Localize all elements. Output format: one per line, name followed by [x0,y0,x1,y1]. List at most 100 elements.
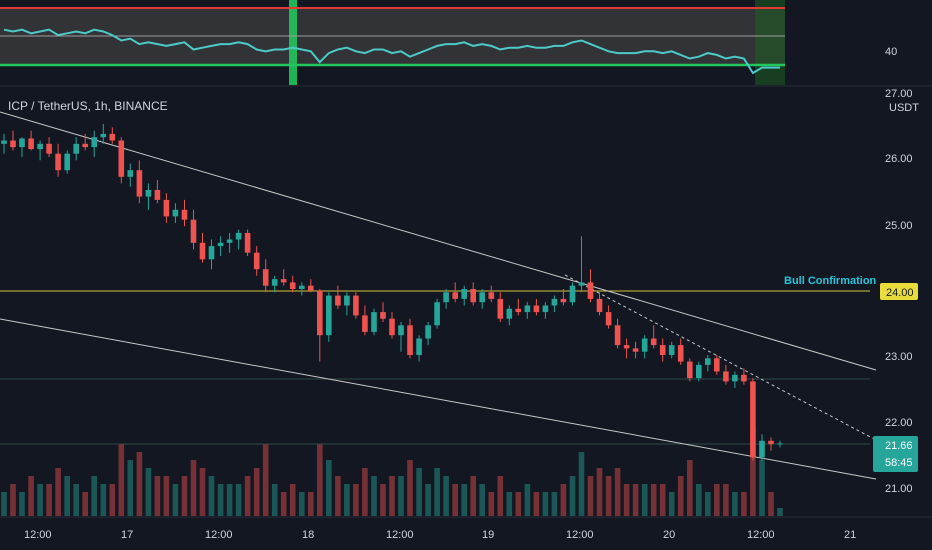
candle [299,282,305,296]
candle-body [542,305,549,313]
volume-bar [705,492,711,516]
candle [398,322,404,352]
candle-body [154,190,161,200]
candle-body [136,170,143,197]
candle [497,292,504,322]
candle [650,325,657,349]
candle-body [82,143,88,148]
candle-body [777,443,783,445]
candle [461,285,467,306]
lower-trendline [0,318,877,480]
volume-bar [533,492,540,516]
volume-bar [344,484,350,516]
currency-box [884,98,920,115]
candle-body [488,292,495,299]
candle [235,229,242,250]
candle [289,275,296,293]
candle [208,239,215,270]
candle [262,259,269,293]
candle-body [605,312,612,326]
candle-body [497,298,504,319]
candle-body [344,295,350,306]
volume-bar [380,484,386,516]
candle [641,335,648,359]
candle [73,137,79,161]
volume-bar [605,476,612,516]
volume-bar [100,484,107,516]
candle [668,341,675,359]
candle [344,292,350,316]
candle-body [632,348,639,352]
volume-bar [289,484,296,516]
candle-body [506,308,513,319]
volume-bar [280,492,287,516]
candle-body [614,325,621,346]
volume-bar [389,476,395,516]
candle-body [308,285,314,291]
candle-body [515,308,522,313]
volume-bar [371,476,377,516]
candle [596,292,603,316]
candle-body [73,143,79,154]
candle-body [299,285,305,289]
volume-bar [668,492,675,516]
candle [524,302,531,319]
candle-body [389,318,395,336]
candle [10,130,16,151]
volume-bar [551,492,558,516]
volume-bar [741,492,747,516]
price-axis[interactable]: 40 27.00 USDT 26.00 25.00 23.00 22.00 21… [873,46,920,495]
candle-body [696,364,702,379]
volume-bar [181,476,188,516]
candle [335,285,341,309]
volume-bar [443,476,449,516]
candle [416,335,422,362]
price-tick-22: 22.00 [885,417,913,429]
candle [353,292,359,319]
volume-bar [407,460,413,516]
candle-body [181,209,188,220]
candle [217,236,224,256]
time-tick-2: 17 [121,529,133,541]
candle [55,143,61,177]
candle [136,160,143,204]
candle-body [253,252,260,270]
candle [226,232,233,253]
candle-body [551,298,558,306]
volume-bar [55,468,61,516]
volume-bar [10,484,16,516]
candle-body [289,282,296,289]
rsi-highlight-right [755,0,785,85]
symbol-title: ICP / TetherUS, 1h, BINANCE [8,99,168,113]
candle-body [750,381,756,458]
candle-body [10,140,16,148]
candle-body [560,298,567,303]
candle-body [687,361,693,379]
candle [154,180,161,204]
volume-bar [714,484,720,516]
volume-bar [335,476,341,516]
candle-body [380,312,386,319]
volume-bar [145,468,152,516]
candle [479,289,485,309]
volume-bar [217,484,224,516]
time-axis[interactable]: 12:00 17 12:00 18 12:00 19 12:00 20 12:0… [24,529,856,541]
candle-body [407,325,413,355]
candle [470,282,476,306]
candle [389,312,395,339]
candle [1,133,7,154]
candle [569,282,576,306]
candle-body [371,312,377,332]
candle [181,199,188,227]
volume-bar [73,484,79,516]
time-tick-9: 12:00 [747,529,775,541]
price-tick-27: 27.00 [885,88,913,100]
volume-bar [208,476,215,516]
candle-body [91,137,97,148]
candle [326,292,332,342]
candle [687,358,693,382]
candle-body [768,440,774,445]
volume-bar [614,468,621,516]
